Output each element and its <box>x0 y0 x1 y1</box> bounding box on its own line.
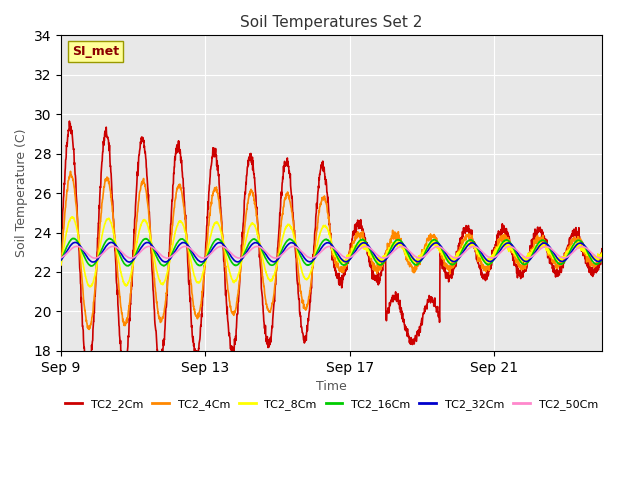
Title: Soil Temperatures Set 2: Soil Temperatures Set 2 <box>241 15 423 30</box>
Legend: TC2_2Cm, TC2_4Cm, TC2_8Cm, TC2_16Cm, TC2_32Cm, TC2_50Cm: TC2_2Cm, TC2_4Cm, TC2_8Cm, TC2_16Cm, TC2… <box>61 395 602 415</box>
X-axis label: Time: Time <box>316 380 347 393</box>
Text: SI_met: SI_met <box>72 45 119 58</box>
Y-axis label: Soil Temperature (C): Soil Temperature (C) <box>15 129 28 257</box>
